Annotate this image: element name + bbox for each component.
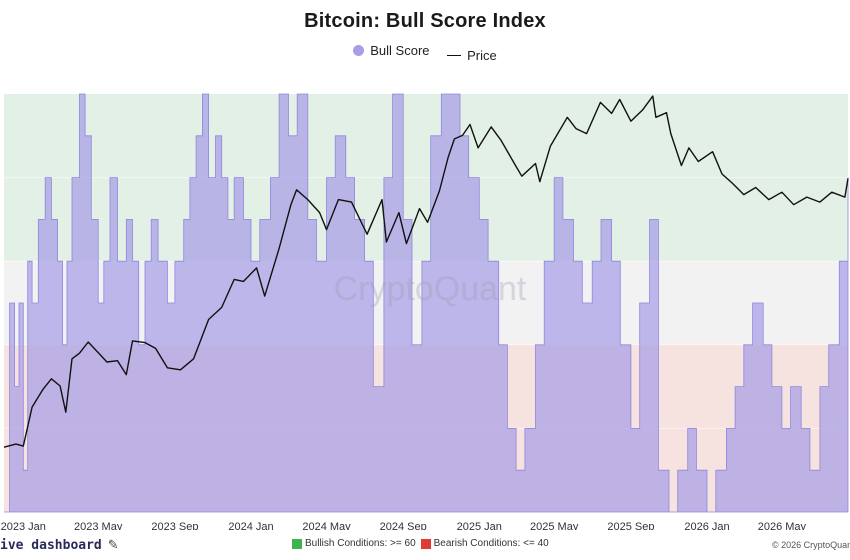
dashboard-link-text: ive dashboard [0,538,102,553]
green-square-icon [292,538,302,549]
legend-item-price[interactable]: Price [447,48,497,63]
x-tick-label: 2024 May [302,521,351,530]
red-square-icon [420,538,431,549]
x-axis-ticks: 2023 Jan 2023 May 2023 Sep 2024 Jan 2024 May… [1,521,807,530]
chart-title: Bitcoin: Bull Score Index [304,10,546,32]
x-tick-label: 2024 Sep [380,521,427,530]
edit-pencil-icon[interactable]: ✎ [107,538,119,553]
legend-label-price: Price [467,48,497,63]
copyright-text: © 2026 CryptoQuant. All rights reserved. [772,540,850,550]
x-tick-label: 2026 May [758,521,807,530]
legend-dot-icon [353,45,365,56]
x-tick-label: 2024 Jan [228,521,273,530]
bullish-condition-label: Bullish Conditions: >= 60 [305,538,416,549]
x-tick-label: 2025 Sep [607,521,654,530]
x-tick-label: 2025 May [530,521,579,530]
x-tick-label: 2023 Jan [1,521,46,530]
legend-label-bull-score: Bull Score [370,43,430,58]
legend-item-bull-score[interactable]: Bull Score [353,43,430,58]
watermark: CryptoQuant [334,270,527,308]
conditions-legend: Bullish Conditions: >= 60 Bearish Condit… [292,538,554,549]
chart-canvas: CryptoQuant 2023 Jan 2023 May 2023 Sep 2024… [1,93,849,530]
x-tick-label: 2025 Jan [457,521,502,530]
x-tick-label: 2023 May [74,521,123,530]
bearish-condition: Bearish Conditions: <= 40 [420,538,549,549]
chart-legend: Bull Score Price [0,43,850,63]
bullish-condition: Bullish Conditions: >= 60 [292,538,416,549]
x-tick-label: 2026 Jan [684,521,729,530]
price-line [3,95,849,448]
bull-score-area [4,93,849,513]
x-tick-label: 2023 Sep [151,521,198,530]
footer-dashboard-link[interactable]: ive dashboard ✎ [0,538,119,553]
bearish-condition-label: Bearish Conditions: <= 40 [433,538,549,549]
legend-line-icon [447,55,462,56]
